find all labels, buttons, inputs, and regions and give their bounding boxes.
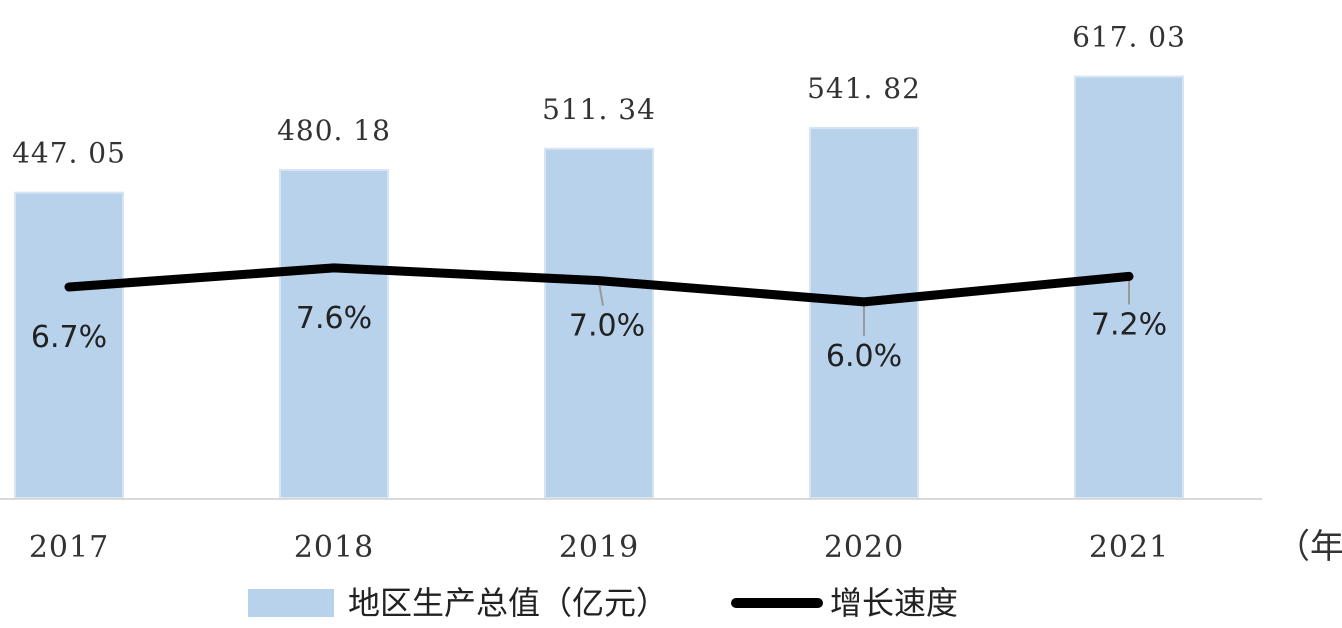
growth-value-label: 7.2% bbox=[1091, 307, 1167, 342]
bar-2018 bbox=[279, 169, 389, 500]
bar-2019 bbox=[544, 147, 654, 499]
growth-value-label: 7.0% bbox=[569, 309, 645, 344]
growth-value-label: 6.7% bbox=[31, 320, 107, 355]
bar-2017 bbox=[14, 191, 124, 499]
x-tick-label: 2017 bbox=[29, 530, 109, 565]
bar-value-label: 480. 18 bbox=[277, 114, 391, 147]
bars-layer bbox=[14, 75, 1184, 500]
x-tick-label: 2018 bbox=[294, 530, 374, 565]
legend-line-label: 增长速度 bbox=[830, 584, 958, 622]
x-axis-unit-label: （年 bbox=[1276, 527, 1342, 567]
x-tick-label: 2021 bbox=[1089, 530, 1169, 565]
x-tick-label: 2019 bbox=[559, 530, 639, 565]
legend: 地区生产总值（亿元） 增长速度 bbox=[248, 584, 958, 622]
x-tick-label: 2020 bbox=[824, 530, 904, 565]
labels-layer: 447. 05 6.7% 480. 18 7.6% 511. 34 7.0% 541. 82… bbox=[12, 21, 1186, 374]
bar-value-label: 511. 34 bbox=[542, 93, 656, 126]
growth-value-label: 6.0% bbox=[826, 339, 902, 374]
bar-value-label: 617. 03 bbox=[1072, 21, 1186, 54]
bar-value-label: 447. 05 bbox=[12, 137, 126, 170]
growth-line-layer bbox=[64, 263, 1134, 307]
growth-line bbox=[64, 263, 1134, 307]
leader-lines-layer bbox=[598, 278, 1130, 336]
x-tick-labels: 2017 2018 2019 2020 2021 bbox=[29, 530, 1169, 565]
legend-bar-label: 地区生产总值（亿元） bbox=[348, 584, 668, 622]
growth-label-leader bbox=[598, 282, 604, 306]
growth-value-label: 7.6% bbox=[296, 301, 372, 336]
bar-value-label: 541. 82 bbox=[807, 72, 921, 105]
legend-bar-swatch bbox=[248, 589, 334, 617]
